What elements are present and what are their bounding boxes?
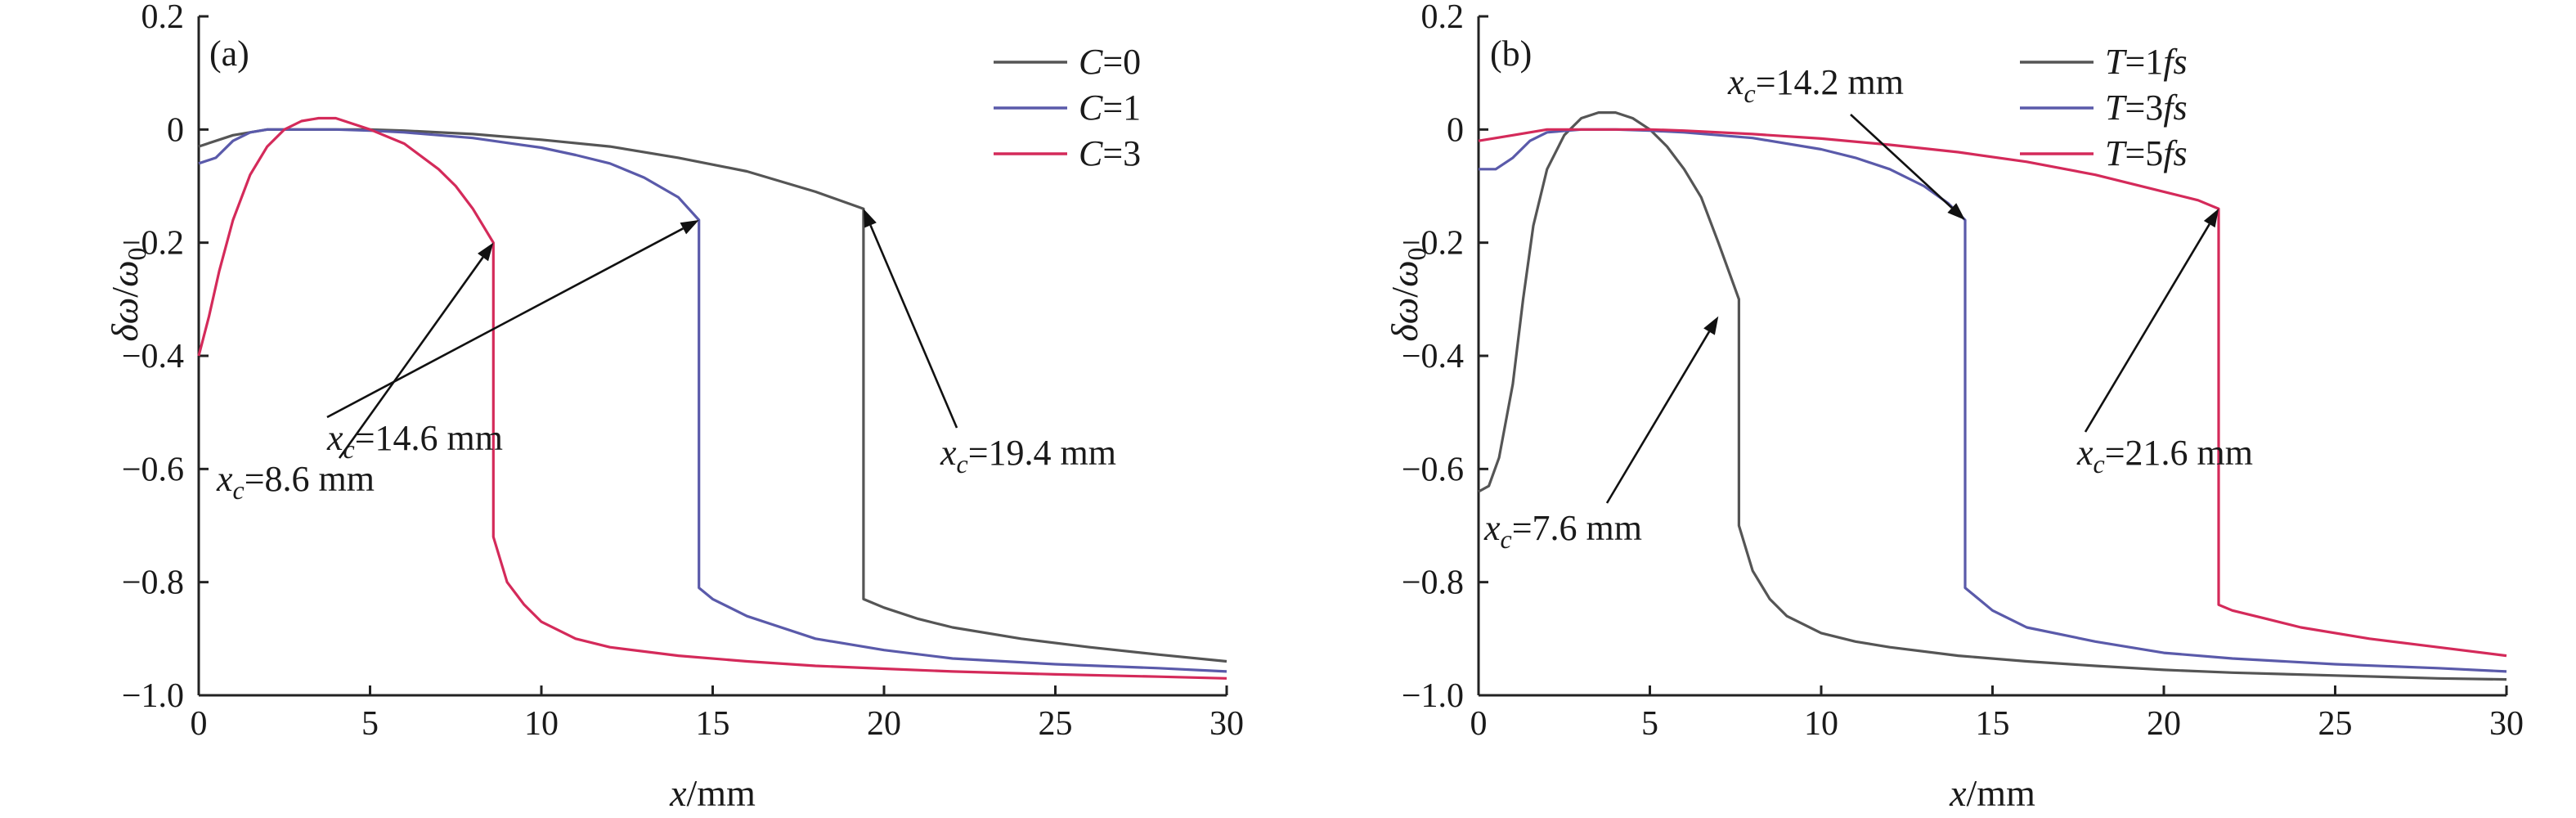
x-tick-label: 10 [1804, 705, 1838, 743]
legend-label: T=1fs [2105, 42, 2188, 82]
legend-label: C=1 [1079, 88, 1141, 128]
annotation-arrowhead [1947, 203, 1965, 220]
y-tick-label: −0.8 [1402, 564, 1464, 602]
series-line-1 [1478, 111, 2507, 681]
x-tick-label: 0 [191, 705, 208, 743]
annotation-arrow [326, 227, 684, 419]
y-tick-label: 0.2 [141, 0, 185, 36]
x-tick-label: 20 [2147, 705, 2181, 743]
annotation-arrow [1605, 330, 1711, 504]
annotation-label: xc=8.6 mm [216, 459, 375, 505]
y-tick-label: 0 [1447, 111, 1464, 149]
annotation-label: xc=14.6 mm [326, 418, 503, 464]
y-tick-label: −0.6 [1402, 451, 1464, 488]
x-tick-label: 15 [696, 705, 730, 743]
y-tick-label: −0.2 [1402, 225, 1464, 263]
y-axis-title: δω/ω0 [104, 247, 151, 341]
series-line-3 [1478, 128, 2507, 658]
annotation-arrow [338, 256, 484, 459]
series-line-1 [198, 128, 1227, 663]
legend-label: T=5fs [2105, 133, 2188, 173]
y-tick-label: −0.6 [122, 451, 184, 488]
annotation-arrow [869, 224, 958, 429]
y-tick-label: 0.2 [1421, 0, 1465, 36]
legend-label: C=3 [1079, 133, 1141, 173]
y-tick-label: −0.4 [122, 338, 184, 375]
x-tick-label: 20 [867, 705, 901, 743]
annotation-arrowhead [863, 209, 877, 228]
y-tick-label: −1.0 [1402, 677, 1464, 715]
y-tick-label: −0.8 [122, 564, 184, 602]
y-tick-label: −0.2 [122, 225, 184, 263]
legend-label: T=3fs [2105, 88, 2188, 128]
legend-label: C=0 [1079, 42, 1141, 82]
panel-label: (b) [1490, 34, 1532, 74]
x-axis-title: x/mm [669, 772, 756, 814]
panel-label: (a) [209, 34, 249, 74]
annotation-arrowhead [1703, 316, 1719, 335]
x-tick-label: 25 [1039, 705, 1073, 743]
annotation-label: xc=21.6 mm [2076, 433, 2253, 479]
annotation-arrow [1850, 114, 1953, 209]
y-tick-label: −1.0 [122, 677, 184, 715]
x-axis-title: x/mm [1949, 772, 2035, 814]
annotation-arrowhead [2203, 209, 2219, 228]
x-tick-label: 15 [1976, 705, 2010, 743]
chart-panel-a: 0 5 10 15 20 25 30 0.2 0 −0.2 −0.4 −0.6 −0.8 −1.0 x/mm… [104, 0, 1244, 814]
x-tick-label: 0 [1470, 705, 1488, 743]
x-tick-label: 25 [2318, 705, 2353, 743]
x-tick-label: 30 [1209, 705, 1244, 743]
x-tick-label: 30 [2489, 705, 2524, 743]
x-tick-label: 5 [1641, 705, 1658, 743]
y-axis-title: δω/ω0 [1384, 247, 1431, 341]
series-line-2 [1479, 128, 2507, 673]
annotation-label: xc=7.6 mm [1483, 508, 1642, 554]
series-line-2 [198, 128, 1227, 673]
annotation-label: xc=14.2 mm [1727, 62, 1904, 108]
annotation-label: xc=19.4 mm [940, 433, 1116, 479]
annotation-arrow [2084, 223, 2210, 433]
y-tick-label: 0 [167, 111, 184, 149]
series-line-3 [197, 116, 1227, 680]
chart-panel-b: 0 5 10 15 20 25 30 0.2 0 −0.2 −0.4 −0.6 −0.8 −1.0 x/mm… [1384, 0, 2524, 814]
x-tick-label: 5 [361, 705, 379, 743]
annotation-arrowhead [680, 220, 699, 235]
annotation-arrowhead [478, 242, 494, 262]
y-tick-label: −0.4 [1402, 338, 1464, 375]
x-tick-label: 10 [524, 705, 559, 743]
